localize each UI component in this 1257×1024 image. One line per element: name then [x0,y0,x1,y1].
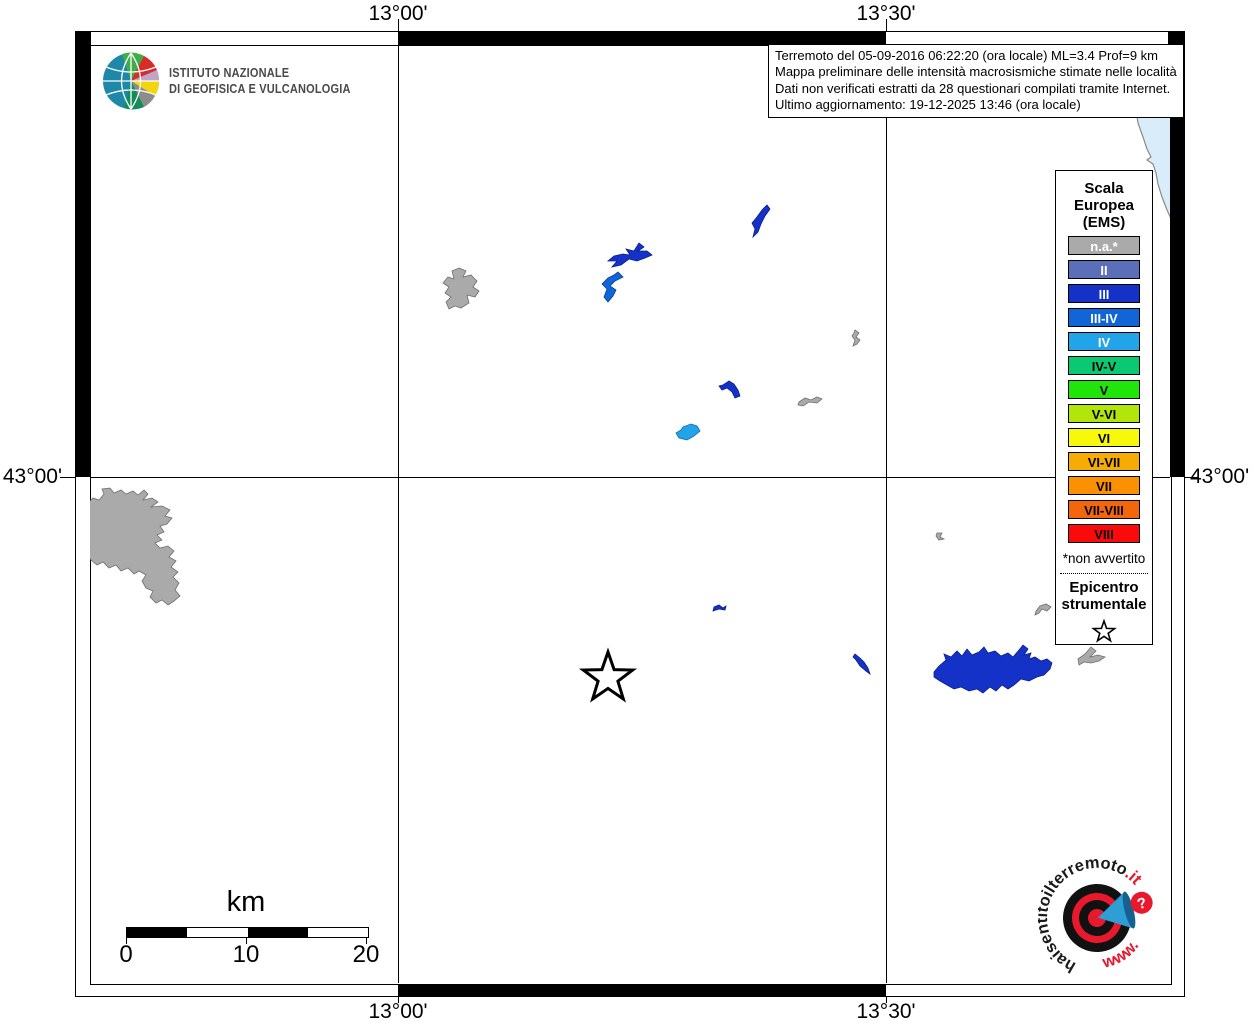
ems-scale-legend: Scala Europea (EMS) n.a.* II III III-IV … [1055,170,1153,645]
frame-band-left [76,45,90,477]
municipality-na [797,396,823,407]
axis-label-left-43-00: 43°00' [2,465,62,488]
scalebar-segment [127,928,188,937]
legend-title-line1: Scala [1084,180,1124,197]
legend-swatch-v-vi: V-VI [1068,404,1140,423]
legend-divider [1060,573,1148,574]
wm-target-center [1088,909,1106,927]
tick-bottom-13-30 [886,996,887,1003]
municipality-iii-iv [601,271,624,303]
legend-swatch-iii: III [1068,284,1140,303]
ingv-name-line1: ISTITUTO NAZIONALE [169,66,290,80]
legend-swatch-viii: VIII [1068,524,1140,543]
municipality-iii [852,653,871,676]
scalebar-label-20: 20 [352,941,380,968]
legend-swatch-vi: VI [1068,428,1140,447]
frame-band-bottom [398,984,886,996]
tick-bottom-13-00 [398,996,399,1003]
ingv-name-line2: DI GEOFISICA E VULCANOLOGIA [169,82,351,96]
scalebar-label-10: 10 [232,941,260,968]
wm-question-circle [1130,891,1153,914]
map-frame-outer [75,31,1185,997]
tick-left-43-00 [60,477,75,478]
tick-top-13-30 [886,19,887,31]
legend-epicenter-line1: Epicentro [1069,579,1139,596]
municipality-na [1077,646,1106,666]
axis-label-right-43-00: 43°00' [1190,465,1250,488]
scalebar-tick-10 [246,936,247,944]
info-line-data-source: Dati non verificati estratti da 28 quest… [775,80,1171,96]
municipality-na [935,532,946,541]
scalebar [126,927,369,938]
municipality-iii [718,380,741,399]
legend-swatch-na: n.a.* [1068,236,1140,255]
axis-label-bottom-13-00: 13°00' [368,1000,428,1023]
tick-top-13-00 [398,19,399,31]
scalebar-segment [187,928,248,937]
municipality-na [1034,603,1052,616]
municipality-na [90,487,181,606]
legend-swatch-ii: II [1068,260,1140,279]
municipality-na [442,267,480,310]
axis-label-bottom-13-30: 13°30' [856,1000,916,1023]
ingv-logo: ISTITUTO NAZIONALE DI GEOFISICA E VULCAN… [100,50,375,112]
frame-corner-top-right [1168,31,1184,46]
legend-epicenter-star-icon [1056,618,1152,649]
wm-question-mark: ? [1135,894,1148,913]
scalebar-segment [307,928,368,937]
wm-beam-edge [1122,891,1136,929]
meridian-13-30-line [886,46,887,983]
municipality-iv [675,423,701,441]
frame-band-right [1170,45,1184,477]
legend-swatch-v: V [1068,380,1140,399]
municipality-iii [712,604,727,612]
info-line-map-type: Mappa preliminare delle intensità macros… [775,64,1177,80]
parallel-43-00-line [91,477,1170,478]
municipality-iii [606,242,653,268]
legend-swatch-vi-vii: VI-VII [1068,452,1140,471]
ingv-globe-icon [103,52,160,110]
legend-title-line2: Europea [1073,197,1134,214]
tick-right-43-00 [1184,477,1199,478]
meridian-13-00-line [398,46,399,983]
scalebar-segment [247,928,308,937]
axis-label-top-13-00: 13°00' [368,2,428,25]
legend-epicenter-line2: strumentale [1061,595,1147,613]
frame-corner-top-left [75,31,91,46]
legend-swatch-vii: VII [1068,476,1140,495]
municipality-na [851,329,861,347]
municipality-iii [751,204,771,239]
legend-swatch-iii-iv: III-IV [1068,308,1140,327]
legend-swatch-vii-viii: VII-VIII [1068,500,1140,519]
info-line-event: Terremoto del 05-09-2016 06:22:20 (ora l… [775,48,1158,63]
frame-band-top [398,32,886,45]
legend-swatch-iv-v: IV-V [1068,356,1140,375]
info-line-updated: Ultimo aggiornamento: 19-12-2025 13:46 (… [775,96,1081,112]
municipality-iii [933,644,1053,694]
legend-title-line3: (EMS) [1082,214,1126,231]
legend-footnote: *non avvertito [1062,551,1146,566]
epicenter-star-icon [578,647,638,703]
axis-label-top-13-30: 13°30' [856,2,916,25]
haisentitoilterremoto-logo[interactable]: haisentitoilterremoto.it www. ? [1038,856,1170,992]
scalebar-title: km [226,886,266,918]
scalebar-tick-20 [366,936,367,944]
scalebar-tick-0 [126,936,127,944]
map-plot-area [90,45,1170,703]
scalebar-label-0: 0 [119,941,133,968]
earthquake-info-box: Terremoto del 05-09-2016 06:22:20 (ora l… [768,44,1184,119]
legend-swatch-iv: IV [1068,332,1140,351]
